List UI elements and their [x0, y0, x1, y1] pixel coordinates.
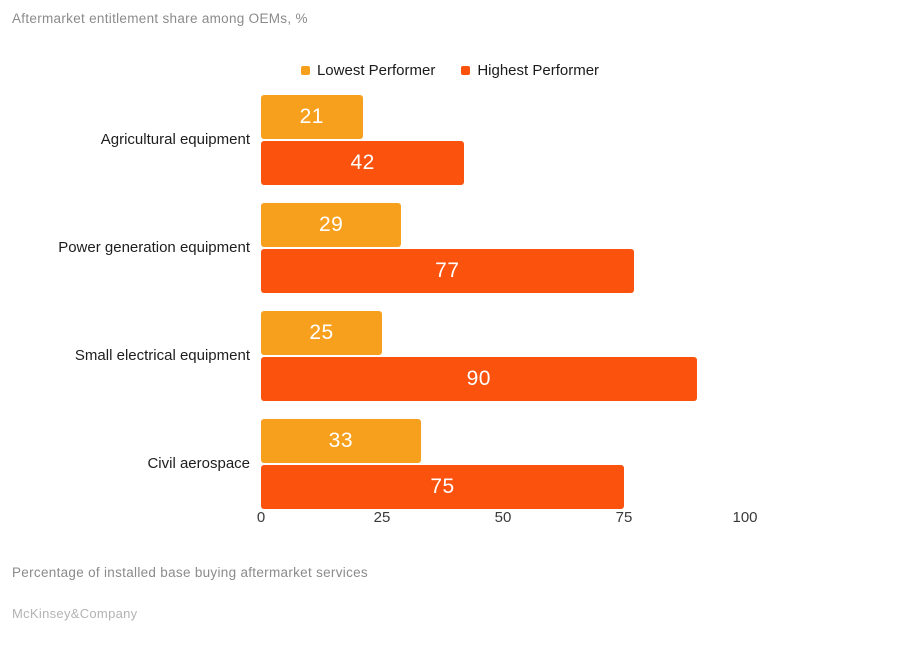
bar-value-label: 77 — [435, 259, 460, 282]
bar-lowest: 21 — [261, 95, 363, 139]
legend-item-highest: Highest Performer — [461, 62, 599, 79]
bar-value-label: 90 — [466, 367, 491, 390]
bar-pair: 25 90 — [261, 311, 745, 401]
bar-highest: 75 — [261, 465, 624, 509]
bar-value-label: 29 — [319, 213, 344, 236]
bar-groups: Agricultural equipment 21 42 Power generati… — [0, 95, 900, 527]
category-group: Power generation equipment 29 77 — [0, 203, 900, 293]
category-label: Agricultural equipment — [100, 131, 250, 148]
bar-pair: 21 42 — [261, 95, 745, 185]
bar-lowest: 29 — [261, 203, 402, 247]
x-axis-tick: 25 — [373, 509, 391, 526]
x-axis: 0 25 50 75 100 — [257, 509, 758, 531]
bar-lowest: 33 — [261, 419, 421, 463]
category-group: Small electrical equipment 25 90 — [0, 311, 900, 401]
x-axis-tick: 50 — [494, 509, 512, 526]
category-label: Small electrical equipment — [74, 347, 250, 364]
legend: Lowest Performer Highest Performer — [0, 62, 900, 79]
bar-highest: 42 — [261, 141, 465, 185]
category-label: Power generation equipment — [58, 239, 250, 256]
bar-pair: 33 75 — [261, 419, 745, 509]
bar-value-label: 21 — [299, 105, 324, 128]
legend-item-lowest: Lowest Performer — [300, 62, 436, 79]
footnote: Percentage of installed base buying afte… — [12, 565, 368, 580]
chart-title: Aftermarket entitlement share among OEMs… — [12, 11, 308, 26]
legend-label-lowest: Lowest Performer — [316, 62, 436, 79]
bar-highest: 90 — [261, 357, 697, 401]
category-group: Civil aerospace 33 75 — [0, 419, 900, 509]
bar-lowest: 25 — [261, 311, 382, 355]
bar-value-label: 25 — [309, 321, 334, 344]
legend-swatch-highest-icon — [461, 66, 471, 75]
x-axis-tick: 75 — [615, 509, 633, 526]
legend-swatch-lowest-icon — [300, 66, 310, 75]
bar-highest: 77 — [261, 249, 634, 293]
x-axis-tick: 0 — [256, 509, 266, 526]
category-group: Agricultural equipment 21 42 — [0, 95, 900, 185]
bar-value-label: 33 — [328, 429, 354, 452]
bar-value-label: 75 — [430, 475, 455, 498]
legend-label-highest: Highest Performer — [477, 62, 600, 79]
bar-value-label: 42 — [350, 151, 375, 174]
bar-pair: 29 77 — [261, 203, 745, 293]
category-label: Civil aerospace — [147, 455, 250, 472]
x-axis-tick: 100 — [732, 509, 758, 526]
source-label: McKinsey&Company — [12, 606, 138, 621]
